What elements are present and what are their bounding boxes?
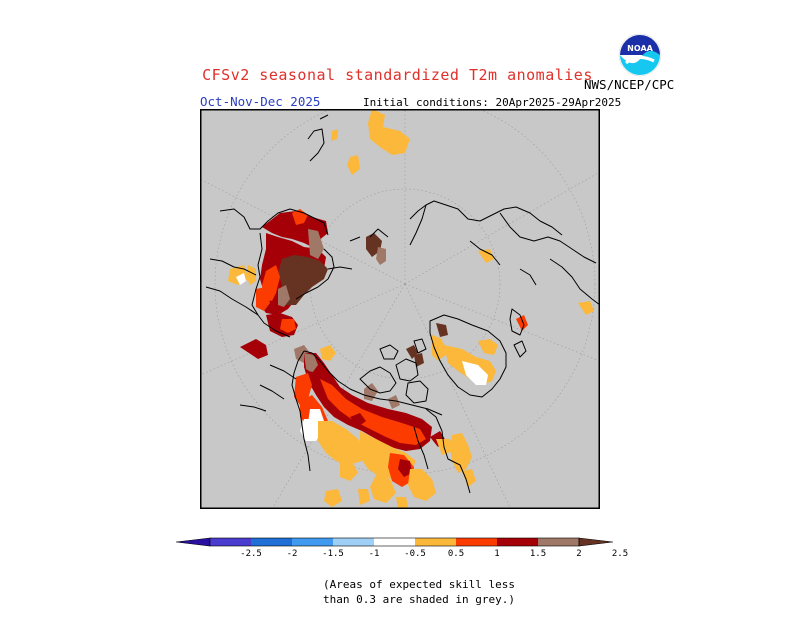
skill-note: (Areas of expected skill less than 0.3 a… xyxy=(0,577,800,607)
legend-tick-label: -1.5 xyxy=(322,549,344,559)
legend-tick-label: -2 xyxy=(287,549,298,559)
map-frame xyxy=(200,109,600,509)
title-text: CFSv2 seasonal standardized T2m anomalie… xyxy=(202,66,593,84)
legend-boxes xyxy=(175,537,614,547)
legend-box xyxy=(374,538,415,546)
logo-text: NOAA xyxy=(627,44,653,53)
legend-box xyxy=(333,538,374,546)
legend-tick-label: 1.5 xyxy=(530,549,546,559)
legend-box xyxy=(538,538,579,546)
anomaly-map xyxy=(200,109,600,509)
note-line-2: than 0.3 are shaded in grey.) xyxy=(322,593,516,606)
period-label: Oct-Nov-Dec 2025 xyxy=(200,94,321,109)
legend-box xyxy=(497,538,538,546)
legend-box xyxy=(415,538,456,546)
coastlines xyxy=(205,114,600,494)
legend-ticks: -2.5 -2 -1.5 -1 -0.5 0.5 1 1.5 2 2.5 xyxy=(240,549,628,559)
legend-tick-label: 0.5 xyxy=(448,549,464,559)
legend-box xyxy=(456,538,497,546)
legend-outline xyxy=(209,537,580,547)
legend-box xyxy=(210,538,251,546)
legend-box xyxy=(251,538,292,546)
legend-tick-label: 2 xyxy=(576,549,581,559)
chart-title: CFSv2 seasonal standardized T2m anomalie… xyxy=(0,66,800,84)
color-legend: -2.5 -2 -1.5 -1 -0.5 0.5 1 1.5 2 2.5 xyxy=(175,537,628,559)
legend-box xyxy=(292,538,333,546)
initial-conditions-label: Initial conditions: 20Apr2025-29Apr2025 xyxy=(363,96,622,109)
legend-tick-label: 2.5 xyxy=(612,549,628,559)
legend-tick-label: 1 xyxy=(494,549,499,559)
legend-tick-label: -2.5 xyxy=(240,549,262,559)
legend-tick-label: -0.5 xyxy=(404,549,426,559)
agency-label: NWS/NCEP/CPC xyxy=(584,77,675,92)
noaa-logo: NOAA xyxy=(618,33,662,77)
legend-tick-label: -1 xyxy=(369,549,380,559)
legend-arrow-low xyxy=(175,537,211,547)
legend-arrow-high xyxy=(578,537,614,547)
note-line-1: (Areas of expected skill less xyxy=(322,578,516,591)
